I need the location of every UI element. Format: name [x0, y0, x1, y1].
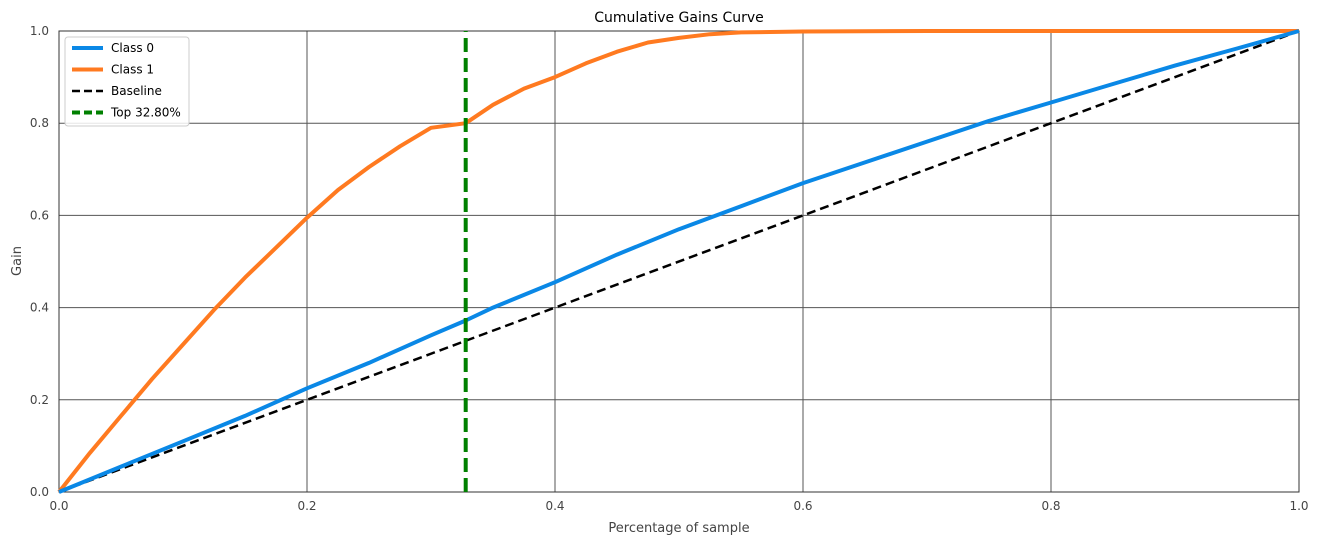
legend: Class 0 Class 1 Baseline Top 32.80% [64, 36, 190, 127]
x-tick-label: 0.2 [297, 499, 316, 513]
y-tick-label: 0.6 [30, 208, 49, 222]
legend-label: Top 32.80% [110, 106, 181, 120]
legend-label: Class 0 [111, 41, 154, 55]
y-tick-label: 1.0 [30, 24, 49, 38]
x-tick-label: 0.4 [545, 499, 564, 513]
x-tick-label: 0.0 [49, 499, 68, 513]
y-tick-label: 0.4 [30, 301, 49, 315]
x-tick-label: 1.0 [1289, 499, 1308, 513]
y-tick-label: 0.2 [30, 393, 49, 407]
y-axis-label: Gain [10, 246, 25, 276]
series-line-class-1 [57, 29, 1299, 494]
y-tick-label: 0.8 [30, 116, 49, 130]
chart-title: Cumulative Gains Curve [594, 10, 764, 26]
tick-labels: 0.0 0.2 0.4 0.6 0.8 1.0 0.0 0.2 0.4 0.6 0.8 1.0 [30, 24, 1309, 513]
x-tick-label: 0.8 [1041, 499, 1060, 513]
plot-area-frame [58, 30, 1300, 493]
legend-box [64, 36, 190, 127]
series-line-baseline [58, 29, 1300, 494]
x-axis-label: Percentage of sample [608, 521, 749, 536]
legend-label: Class 1 [111, 63, 154, 77]
y-tick-label: 0.0 [30, 485, 49, 499]
legend-label: Baseline [111, 84, 162, 98]
series-lines [57, 29, 1300, 494]
x-tick-label: 0.6 [793, 499, 812, 513]
series-line-class-0 [58, 29, 1300, 494]
